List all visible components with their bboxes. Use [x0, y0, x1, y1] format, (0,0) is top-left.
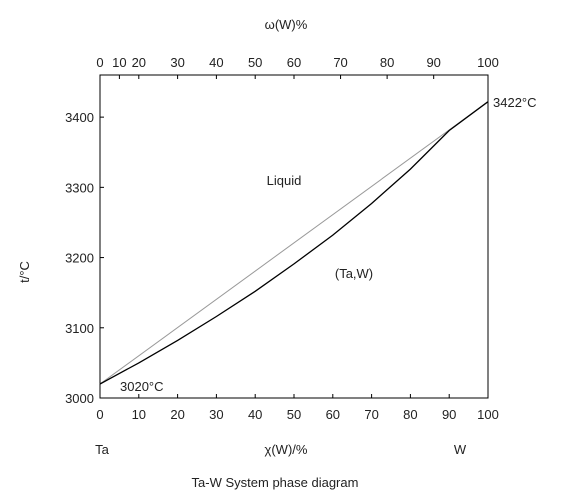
y-tick-label: 3000 [65, 391, 94, 406]
plot-frame [99, 74, 489, 399]
y-tick-label: 3100 [65, 321, 94, 336]
top-axis-ticks: 0 10 20 30 40 50 60 70 80 90 100 [96, 55, 499, 79]
top-axis-title: ω(W)% [265, 17, 308, 32]
solidus-line [99, 101, 489, 385]
top-tick-label: 100 [477, 55, 499, 70]
bottom-tick-label: 60 [326, 407, 340, 422]
top-tick-label: 70 [333, 55, 347, 70]
chart-caption: Ta-W System phase diagram [192, 475, 359, 490]
liquid-region-label: Liquid [267, 173, 302, 188]
y-tick-label: 3300 [65, 180, 94, 195]
top-tick-label: 90 [426, 55, 440, 70]
bottom-tick-label: 0 [96, 407, 103, 422]
w-melting-point-label: 3422°C [493, 95, 537, 110]
y-tick-label: 3200 [65, 251, 94, 266]
top-tick-label: 0 [96, 55, 103, 70]
y-axis-title: t/°C [17, 261, 32, 283]
top-tick-label: 50 [248, 55, 262, 70]
bottom-tick-label: 10 [132, 407, 146, 422]
bottom-tick-label: 50 [287, 407, 301, 422]
w-end-label: W [454, 442, 467, 457]
liquidus-line [99, 101, 489, 385]
bottom-tick-label: 100 [477, 407, 499, 422]
y-tick-label: 3400 [65, 110, 94, 125]
top-tick-label: 40 [209, 55, 223, 70]
bottom-tick-label: 40 [248, 407, 262, 422]
y-axis-ticks: 3000 3100 3200 3300 3400 [65, 110, 104, 406]
bottom-tick-label: 20 [170, 407, 184, 422]
bottom-tick-label: 90 [442, 407, 456, 422]
ta-melting-point-label: 3020°C [120, 379, 164, 394]
bottom-axis-title: χ(W)/% [265, 442, 308, 457]
ta-end-label: Ta [95, 442, 110, 457]
bottom-tick-label: 70 [364, 407, 378, 422]
solid-solution-region-label: (Ta,W) [335, 266, 373, 281]
top-tick-label: 20 [132, 55, 146, 70]
top-tick-label: 10 [112, 55, 126, 70]
bottom-axis-ticks: 0 10 20 30 40 50 60 70 80 90 100 [96, 394, 499, 422]
top-tick-label: 80 [380, 55, 394, 70]
bottom-tick-label: 80 [403, 407, 417, 422]
top-tick-label: 60 [287, 55, 301, 70]
bottom-tick-label: 30 [209, 407, 223, 422]
top-tick-label: 30 [170, 55, 184, 70]
